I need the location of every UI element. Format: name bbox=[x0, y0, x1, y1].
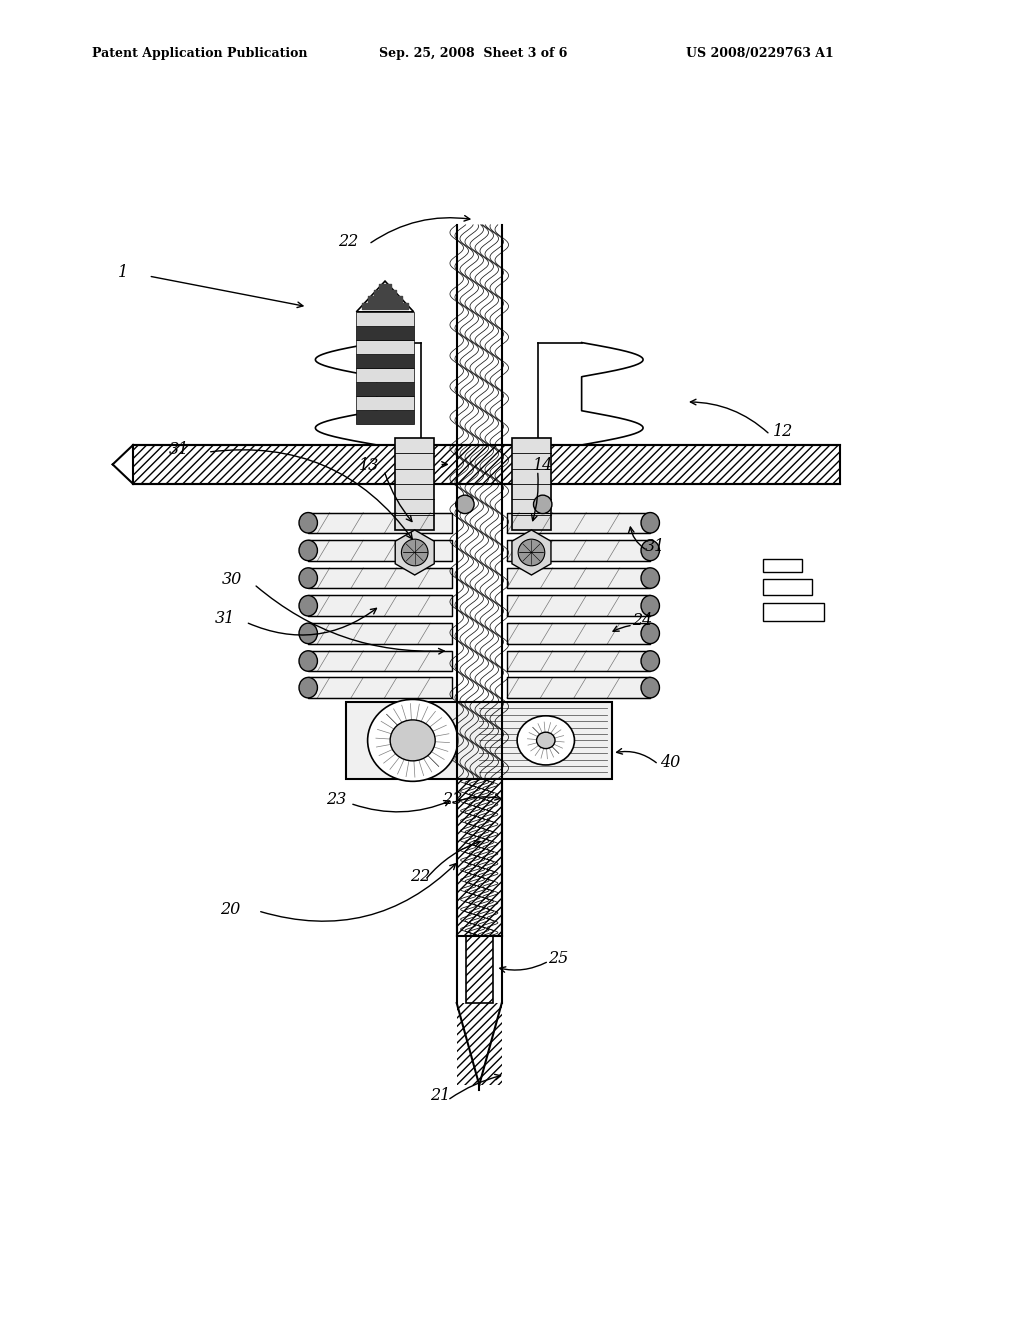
Bar bbox=[356, 368, 414, 383]
Bar bbox=[466, 936, 493, 1003]
Bar bbox=[763, 603, 824, 622]
Text: 23: 23 bbox=[326, 792, 346, 808]
Bar bbox=[512, 438, 551, 529]
Ellipse shape bbox=[299, 568, 317, 589]
Text: 14: 14 bbox=[532, 457, 553, 474]
Bar bbox=[507, 568, 650, 589]
Text: US 2008/0229763 A1: US 2008/0229763 A1 bbox=[686, 46, 834, 59]
Ellipse shape bbox=[641, 677, 659, 698]
Bar bbox=[356, 396, 414, 411]
Ellipse shape bbox=[299, 651, 317, 672]
Text: 30: 30 bbox=[222, 572, 243, 589]
Bar bbox=[308, 595, 452, 616]
Text: 12: 12 bbox=[773, 422, 794, 440]
Ellipse shape bbox=[299, 623, 317, 644]
Bar bbox=[308, 651, 452, 672]
Text: 24: 24 bbox=[632, 612, 652, 630]
Bar bbox=[356, 411, 414, 425]
Text: 40: 40 bbox=[660, 754, 681, 771]
Ellipse shape bbox=[641, 595, 659, 616]
Bar bbox=[356, 341, 414, 354]
Bar bbox=[308, 677, 452, 698]
Ellipse shape bbox=[390, 719, 435, 760]
Bar bbox=[763, 558, 802, 572]
Text: 20: 20 bbox=[220, 902, 241, 917]
Text: 22: 22 bbox=[338, 234, 358, 251]
Ellipse shape bbox=[299, 677, 317, 698]
Ellipse shape bbox=[368, 700, 458, 781]
Ellipse shape bbox=[534, 495, 552, 513]
Bar bbox=[457, 1003, 502, 1085]
Bar bbox=[308, 568, 452, 589]
Bar bbox=[308, 623, 452, 644]
Ellipse shape bbox=[641, 651, 659, 672]
Bar bbox=[507, 651, 650, 672]
Ellipse shape bbox=[299, 540, 317, 561]
Text: 31: 31 bbox=[215, 610, 236, 627]
Bar bbox=[133, 445, 840, 484]
Bar bbox=[507, 595, 650, 616]
Ellipse shape bbox=[641, 623, 659, 644]
Ellipse shape bbox=[641, 540, 659, 561]
Polygon shape bbox=[356, 281, 414, 312]
Polygon shape bbox=[395, 529, 434, 576]
Bar bbox=[356, 354, 414, 368]
Text: Patent Application Publication: Patent Application Publication bbox=[92, 46, 307, 59]
Bar bbox=[308, 540, 452, 561]
Text: 22: 22 bbox=[410, 869, 430, 886]
Bar bbox=[356, 326, 414, 341]
Text: 13: 13 bbox=[358, 457, 379, 474]
Ellipse shape bbox=[641, 568, 659, 589]
Text: 25: 25 bbox=[548, 950, 568, 968]
Ellipse shape bbox=[641, 512, 659, 533]
Polygon shape bbox=[512, 529, 551, 576]
Text: 31: 31 bbox=[645, 537, 666, 554]
Bar bbox=[356, 383, 414, 396]
Ellipse shape bbox=[299, 595, 317, 616]
Bar bbox=[346, 702, 612, 779]
Bar bbox=[507, 623, 650, 644]
Bar bbox=[457, 779, 502, 936]
Bar bbox=[395, 438, 434, 529]
Text: 31: 31 bbox=[169, 441, 189, 458]
Bar bbox=[507, 512, 650, 533]
Bar bbox=[356, 312, 414, 326]
Ellipse shape bbox=[299, 512, 317, 533]
Bar bbox=[763, 579, 812, 595]
Ellipse shape bbox=[517, 715, 574, 766]
Ellipse shape bbox=[456, 495, 474, 513]
Ellipse shape bbox=[537, 733, 555, 748]
Bar bbox=[507, 540, 650, 561]
Text: 23: 23 bbox=[442, 792, 463, 808]
Text: 21: 21 bbox=[430, 1088, 451, 1105]
Circle shape bbox=[401, 539, 428, 566]
Text: 1: 1 bbox=[118, 264, 128, 281]
Circle shape bbox=[518, 539, 545, 566]
Bar bbox=[507, 677, 650, 698]
Text: Sep. 25, 2008  Sheet 3 of 6: Sep. 25, 2008 Sheet 3 of 6 bbox=[379, 46, 567, 59]
Bar bbox=[308, 512, 452, 533]
